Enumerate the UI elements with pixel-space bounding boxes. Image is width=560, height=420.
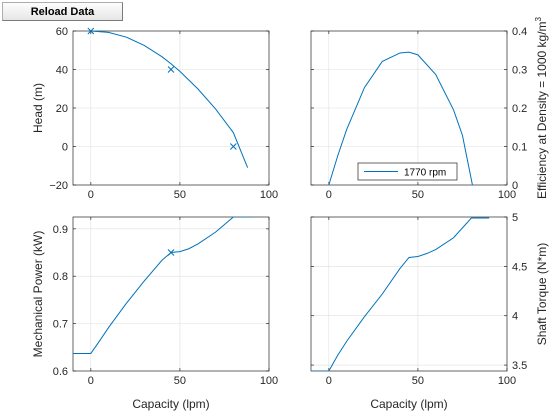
y-tick-label: 0.2	[512, 103, 527, 115]
data-layer	[73, 217, 252, 354]
y-tick-label: 0.1	[512, 142, 527, 154]
x-tick-label: 0	[326, 375, 332, 387]
y-axis-label: Shaft Torque (N*m)	[535, 243, 549, 346]
y-tick-label: 3.5	[512, 360, 527, 372]
data-layer	[90, 31, 249, 168]
y-tick-label: 0.7	[53, 319, 68, 331]
legend-box	[357, 162, 458, 181]
x-tick-label: 0	[326, 189, 332, 201]
data-layer	[328, 51, 473, 185]
x-tick-label: 0	[88, 375, 94, 387]
x-tick-label: 100	[260, 375, 278, 387]
y-tick-label: 4	[512, 311, 518, 323]
data-point-marker	[167, 66, 175, 73]
chart-torque: 0 50 100 3.5 4 4.5 5 Shaft Torque (N*m) Capacity…	[310, 212, 549, 411]
data-point-marker	[230, 143, 237, 150]
legend-label: 1770 rpm	[404, 168, 446, 179]
y-axis-label: Head (m)	[31, 83, 45, 133]
data-point-marker	[167, 249, 175, 256]
y-axis-label-text: Mechanical Power (kW)	[31, 231, 45, 358]
y-tick-label: 0.6	[53, 366, 68, 378]
x-tick-label: 100	[260, 189, 278, 201]
y-axis-label: Efficiency at Density = 1000 kg/m3	[534, 16, 549, 199]
y-tick-label: 0.3	[512, 65, 527, 77]
x-tick-label: 50	[174, 189, 186, 201]
series-line	[328, 51, 473, 185]
x-tick-label: 0	[88, 189, 94, 201]
series-line	[73, 217, 252, 354]
y-axis-label-superscript: 3	[534, 16, 543, 21]
x-tick-label: 100	[498, 189, 516, 201]
data-layer	[311, 217, 490, 371]
y-axis-label-text: Efficiency at Density = 1000 kg/m	[535, 21, 549, 199]
x-tick-label: 50	[412, 375, 424, 387]
axes-box	[72, 216, 270, 372]
chart-head: 0 50 100 −20 0 20 40 60 Head (m)	[31, 26, 278, 201]
y-tick-label: 0	[62, 142, 68, 154]
y-tick-label: 0.8	[53, 271, 68, 283]
x-tick-label: 100	[498, 375, 516, 387]
y-tick-label: −20	[49, 180, 68, 192]
reload-data-button[interactable]: Reload Data	[2, 2, 123, 21]
x-axis-label: Capacity (lpm)	[132, 397, 209, 411]
y-tick-label: 60	[56, 26, 68, 38]
series-line	[311, 217, 490, 371]
y-axis-label-text: Head (m)	[31, 83, 45, 133]
y-tick-label: 5	[512, 212, 518, 224]
x-tick-label: 50	[174, 375, 186, 387]
y-tick-label: 0.9	[53, 224, 68, 236]
y-axis-label-text: Shaft Torque (N*m)	[535, 243, 549, 346]
y-tick-label: 20	[56, 103, 68, 115]
x-tick-label: 50	[412, 189, 424, 201]
series-line	[90, 31, 249, 168]
y-tick-label: 0	[512, 180, 518, 192]
data-point-marker	[87, 27, 95, 35]
y-tick-label: 40	[56, 65, 68, 77]
y-tick-label: 0.4	[512, 26, 527, 38]
chart-power: 0 50 100 0.6 0.7 0.8 0.9 Mechanical Power (kW) C…	[31, 216, 278, 411]
legend: 1770 rpm	[357, 162, 458, 181]
y-tick-label: 4.5	[512, 261, 527, 273]
axes-box	[310, 216, 508, 372]
x-axis-label: Capacity (lpm)	[370, 397, 447, 411]
y-axis-label: Mechanical Power (kW)	[31, 231, 45, 358]
